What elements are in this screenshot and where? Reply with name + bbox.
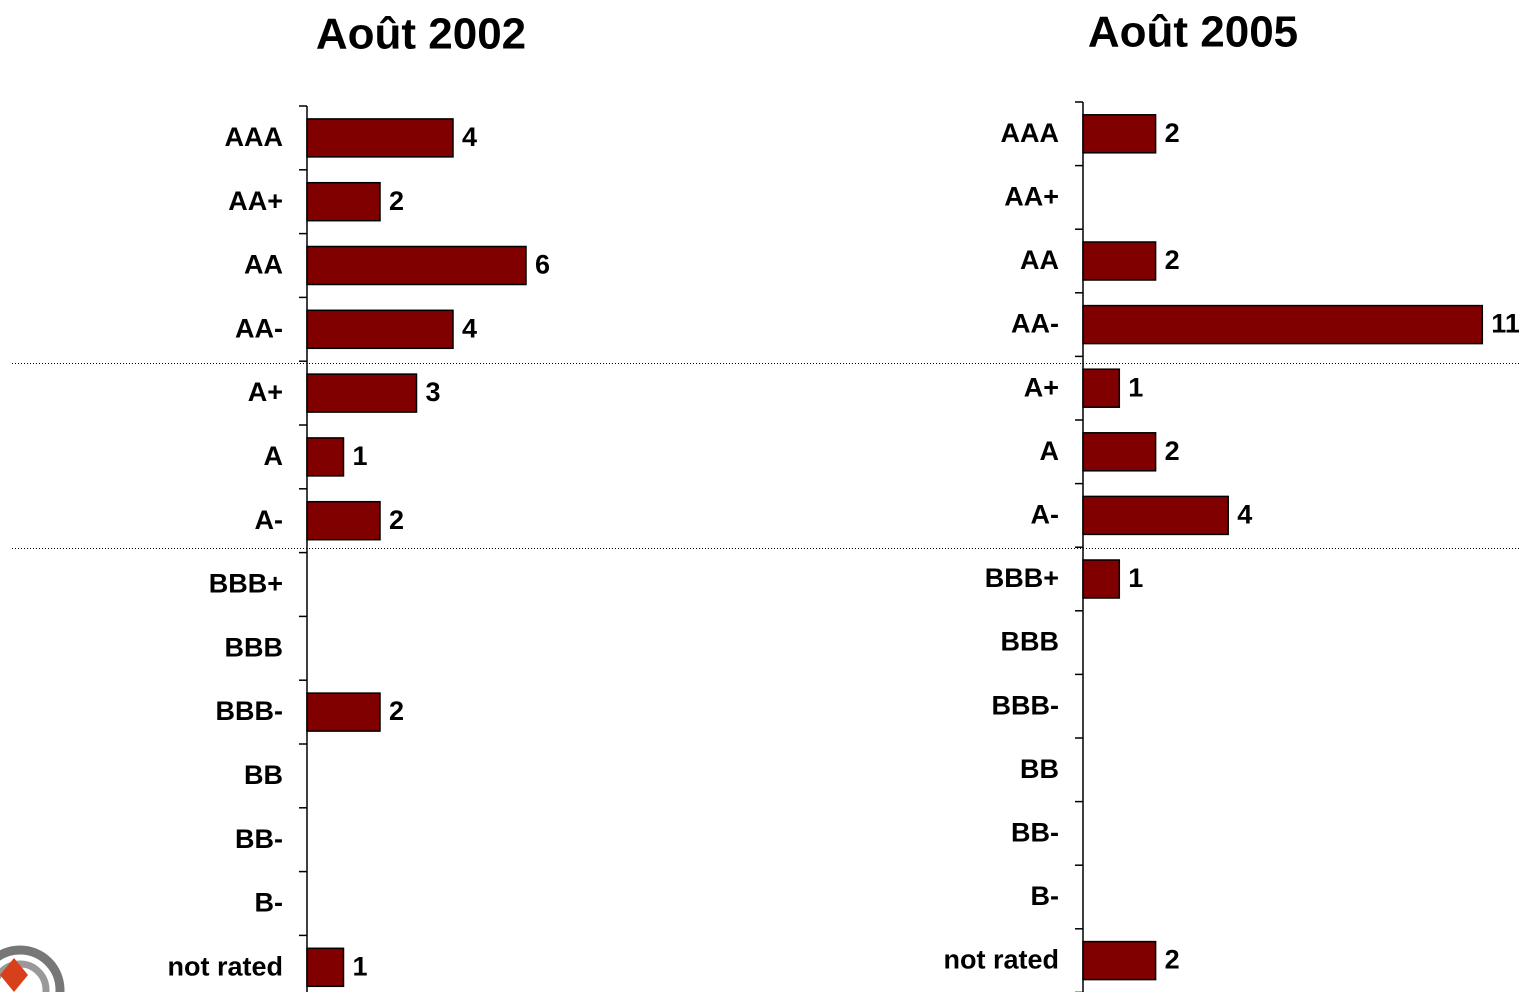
- category-label: BBB+: [209, 569, 283, 599]
- value-label: 2: [389, 505, 404, 535]
- value-label: 2: [1165, 945, 1180, 975]
- bar: [1082, 495, 1229, 536]
- bar: [1082, 368, 1121, 408]
- bar: [306, 118, 454, 158]
- value-label: 1: [353, 441, 368, 471]
- bar: [306, 245, 527, 286]
- category-label: BBB: [225, 632, 284, 662]
- category-label: BBB: [1001, 627, 1060, 657]
- value-label: 2: [1165, 245, 1180, 275]
- category-label: AA+: [228, 186, 283, 216]
- category-label: A-: [255, 505, 284, 535]
- category-label: A: [1040, 436, 1060, 466]
- category-label: B-: [1031, 881, 1060, 911]
- bar: [306, 373, 418, 413]
- category-label: AA: [244, 250, 283, 280]
- bar: [306, 181, 381, 222]
- category-label: A: [264, 441, 284, 471]
- value-label: 1: [1128, 372, 1143, 402]
- chart-title: Août 2002: [316, 10, 526, 59]
- category-label: BB: [244, 760, 283, 790]
- category-label: AAA: [225, 122, 284, 152]
- bar: [306, 500, 381, 541]
- value-label: 2: [389, 696, 404, 726]
- category-label: AA-: [235, 313, 283, 343]
- bar: [1082, 304, 1484, 345]
- bar: [306, 309, 454, 350]
- category-label: not rated: [167, 951, 283, 981]
- category-label: BBB-: [216, 696, 284, 726]
- bar: [1082, 241, 1157, 281]
- bar: [1082, 432, 1157, 472]
- category-label: AA+: [1004, 182, 1059, 212]
- logo: [0, 945, 65, 992]
- category-label: BB-: [235, 824, 283, 854]
- value-label: 1: [1128, 563, 1143, 593]
- category-label: A+: [248, 377, 283, 407]
- category-label: BBB-: [992, 690, 1060, 720]
- category-label: BB-: [1011, 818, 1059, 848]
- category-label: A-: [1031, 500, 1060, 530]
- bar: [306, 437, 345, 477]
- value-label: 4: [1237, 500, 1252, 530]
- category-label: AA: [1020, 245, 1059, 275]
- bar: [306, 692, 381, 732]
- category-label: A+: [1024, 372, 1059, 402]
- category-label: not rated: [943, 945, 1059, 975]
- category-label: AA-: [1011, 309, 1059, 339]
- value-label: 1: [353, 951, 368, 981]
- value-label: 6: [535, 250, 550, 280]
- category-label: AAA: [1001, 118, 1060, 148]
- value-label: 3: [426, 377, 441, 407]
- chart-title: Août 2005: [1088, 8, 1298, 57]
- bar: [1082, 940, 1157, 981]
- bar: [306, 947, 345, 988]
- value-label: 2: [389, 186, 404, 216]
- bar: [1082, 559, 1121, 599]
- value-label: 2: [1165, 118, 1180, 148]
- value-label: 2: [1165, 436, 1180, 466]
- category-label: BBB+: [985, 563, 1059, 593]
- value-label: 4: [462, 122, 477, 152]
- category-label: BB: [1020, 754, 1059, 784]
- value-label: 11: [1491, 309, 1519, 339]
- category-label: B-: [255, 888, 284, 918]
- value-label: 4: [462, 313, 477, 343]
- bar: [1082, 114, 1157, 154]
